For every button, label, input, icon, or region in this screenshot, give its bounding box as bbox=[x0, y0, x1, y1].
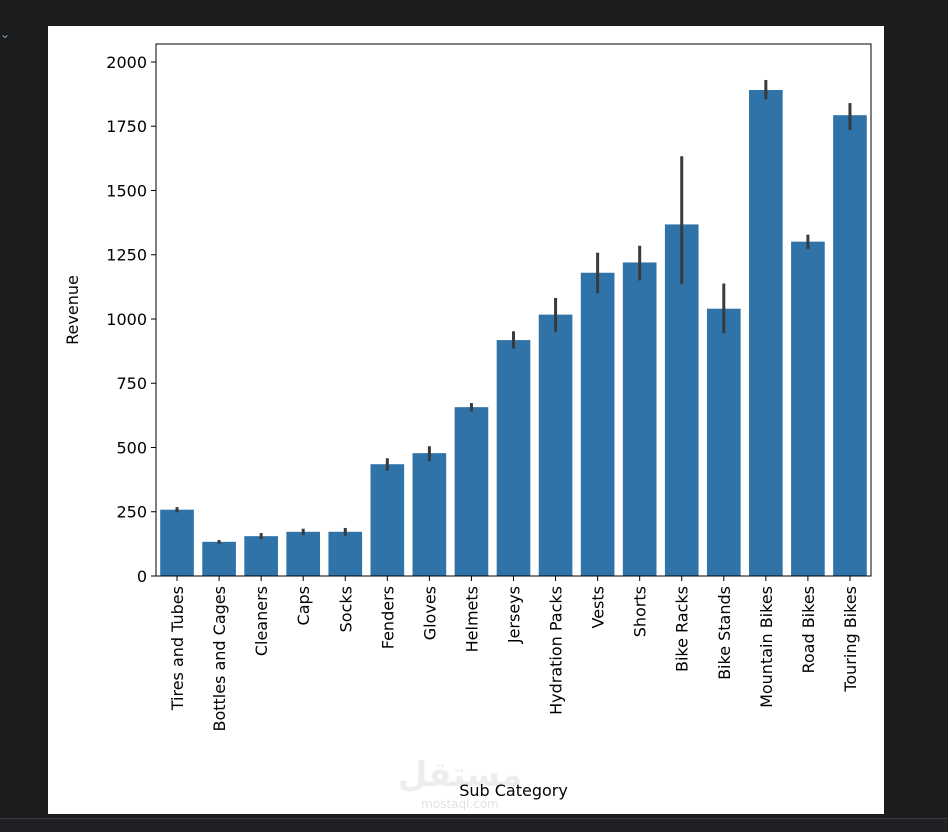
error-bars-layer bbox=[175, 79, 852, 544]
bar-helmets bbox=[454, 407, 489, 576]
bar-touring-bikes bbox=[833, 115, 867, 576]
chart-panel: 0 250 500 750 1000 1250 1500 1750 2000 Tires and… bbox=[48, 26, 884, 814]
y-tick-label: 1500 bbox=[106, 181, 147, 200]
bar-vests bbox=[580, 272, 615, 576]
bar-shorts bbox=[622, 262, 657, 576]
x-tick-label: Caps bbox=[294, 586, 313, 625]
y-tick-label: 0 bbox=[137, 567, 147, 586]
bar-bike-stands bbox=[706, 308, 741, 576]
x-tick-label: Shorts bbox=[631, 586, 650, 637]
y-ticks: 0 250 500 750 1000 1250 1500 1750 2000 bbox=[106, 53, 156, 586]
x-tick-label: Vests bbox=[589, 586, 608, 629]
bar-gloves bbox=[412, 453, 447, 576]
y-axis-label: Revenue bbox=[63, 275, 82, 345]
x-axis-label: Sub Category bbox=[459, 781, 568, 800]
x-tick-label: Bike Stands bbox=[715, 586, 734, 680]
y-tick-label: 750 bbox=[116, 374, 147, 393]
y-tick-label: 2000 bbox=[106, 53, 147, 72]
y-tick-label: 250 bbox=[116, 503, 147, 522]
bar-socks bbox=[328, 531, 363, 576]
bars-layer bbox=[160, 90, 867, 576]
x-tick-label: Tires and Tubes bbox=[168, 586, 187, 711]
x-tick-label: Bike Racks bbox=[673, 586, 692, 672]
y-tick-label: 1000 bbox=[106, 310, 147, 329]
x-tick-label: Touring Bikes bbox=[841, 586, 860, 693]
bar-caps bbox=[286, 531, 321, 576]
bottom-status-strip bbox=[0, 818, 948, 832]
x-tick-label: Road Bikes bbox=[799, 586, 818, 674]
bar-mountain-bikes bbox=[749, 90, 783, 576]
x-tick-label: Bottles and Cages bbox=[210, 586, 229, 732]
x-tick-label: Socks bbox=[336, 586, 355, 632]
x-tick-label: Jerseys bbox=[505, 586, 524, 644]
bar-jerseys bbox=[496, 340, 531, 576]
window-edge-mark: ⌄ bbox=[0, 27, 11, 41]
y-tick-label: 1250 bbox=[106, 246, 147, 265]
bar-chart: 0 250 500 750 1000 1250 1500 1750 2000 Tires and… bbox=[63, 43, 872, 800]
bar-bottles-and-cages bbox=[202, 541, 236, 576]
x-tick-label: Cleaners bbox=[252, 586, 271, 656]
bar-hydration-packs bbox=[538, 314, 573, 576]
x-tick-label: Fenders bbox=[378, 586, 397, 649]
x-tick-label: Helmets bbox=[462, 586, 481, 652]
bar-road-bikes bbox=[791, 241, 825, 576]
x-ticks: Tires and Tubes Bottles and Cages Cleaners… bbox=[168, 576, 860, 732]
bar-cleaners bbox=[244, 536, 278, 576]
x-tick-label: Mountain Bikes bbox=[757, 586, 776, 708]
x-tick-label: Hydration Packs bbox=[547, 586, 566, 715]
x-tick-label: Gloves bbox=[420, 586, 439, 640]
y-tick-label: 1750 bbox=[106, 117, 147, 136]
y-tick-label: 500 bbox=[116, 438, 147, 457]
bar-fenders bbox=[370, 464, 405, 576]
bar-tires-and-tubes bbox=[160, 509, 194, 576]
